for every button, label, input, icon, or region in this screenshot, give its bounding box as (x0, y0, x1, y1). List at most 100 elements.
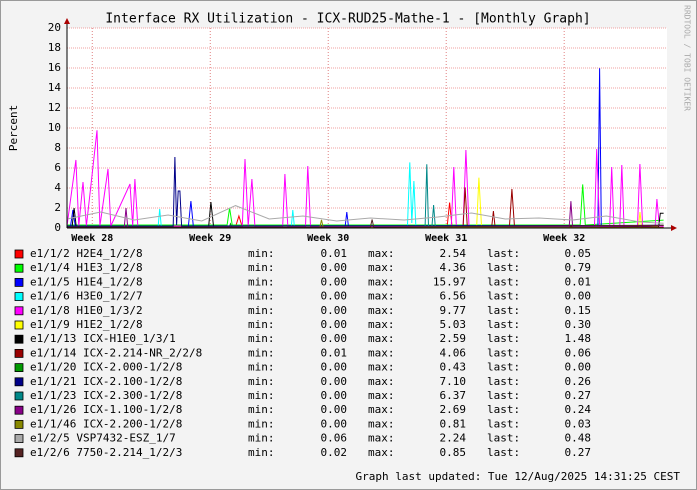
legend-stat-value: 0.48 (565, 432, 592, 445)
legend-stat-value: 4.06 (440, 346, 467, 359)
legend-label: e1/1/20 ICX-2.000-1/2/8 (30, 361, 182, 374)
legend-stat-value: 0.00 (321, 304, 348, 317)
legend-stat-value: 2.54 (440, 247, 467, 260)
legend-label: e1/1/21 ICX-2.100-1/2/8 (30, 375, 182, 388)
legend-stat-value: 0.24 (565, 403, 592, 416)
legend-label: e1/1/6 H3E0_1/2/7 (30, 290, 143, 303)
legend-stat-label: max: (368, 417, 395, 430)
legend-stat-value: 9.77 (440, 304, 467, 317)
legend-stat-label: min: (248, 275, 275, 288)
legend-stat-value: 0.05 (565, 247, 592, 260)
legend-swatch (14, 448, 24, 458)
legend-stat-label: last: (487, 417, 520, 430)
chart-title: Interface RX Utilization - ICX-RUD25-Mat… (105, 12, 590, 27)
legend-stat-label: last: (487, 389, 520, 402)
legend-stat-label: min: (248, 361, 275, 374)
legend-swatch (14, 292, 24, 302)
y-tick-label: 0 (54, 221, 61, 234)
legend-label: e1/1/9 H1E2_1/2/8 (30, 318, 143, 331)
legend-swatch (14, 377, 24, 387)
legend-stat-value: 0.27 (565, 446, 592, 459)
legend-stat-value: 4.36 (440, 261, 467, 274)
y-tick-label: 20 (48, 21, 61, 34)
legend-stat-label: max: (368, 446, 395, 459)
legend-stat-label: min: (248, 403, 275, 416)
legend-stat-label: max: (368, 346, 395, 359)
legend-stat-value: 2.69 (440, 403, 467, 416)
legend-label: e1/2/5 VSP7432-ESZ_1/7 (30, 432, 176, 445)
legend-stat-label: last: (487, 432, 520, 445)
legend-stat-value: 0.00 (321, 389, 348, 402)
legend-stat-value: 0.00 (321, 318, 348, 331)
legend-stat-label: max: (368, 318, 395, 331)
legend-stat-value: 0.06 (565, 346, 592, 359)
y-tick-label: 10 (48, 121, 61, 134)
x-tick-label: Week 28 (71, 233, 113, 244)
legend-label: e1/2/6 7750-2.214_1/2/3 (30, 446, 182, 459)
footer: Graph last updated: Tue 12/Aug/2025 14:3… (355, 470, 680, 483)
axis-arrow (671, 225, 677, 231)
legend-stat-label: min: (248, 261, 275, 274)
legend-stat-value: 0.01 (321, 346, 348, 359)
legend-stat-value: 0.30 (565, 318, 592, 331)
legend-stat-label: last: (487, 446, 520, 459)
legend-stat-value: 0.00 (321, 375, 348, 388)
legend-stat-value: 15.97 (433, 275, 466, 288)
legend-stat-label: min: (248, 318, 275, 331)
legend-swatch (14, 419, 24, 429)
legend-label: e1/1/5 H1E4_1/2/8 (30, 275, 143, 288)
legend-swatch (14, 348, 24, 358)
legend-label: e1/1/46 ICX-2.200-1/2/8 (30, 417, 182, 430)
legend-stat-value: 5.03 (440, 318, 467, 331)
legend-stat-label: last: (487, 261, 520, 274)
legend-stat-label: max: (368, 403, 395, 416)
legend-stat-value: 0.00 (321, 417, 348, 430)
legend-stat-label: min: (248, 432, 275, 445)
y-tick-label: 16 (48, 61, 61, 74)
legend-swatch (14, 405, 24, 415)
y-tick-label: 14 (48, 81, 62, 94)
legend-stat-value: 6.37 (440, 389, 467, 402)
legend-stat-label: last: (487, 275, 520, 288)
legend-swatch (14, 391, 24, 401)
legend-stat-label: last: (487, 304, 520, 317)
legend-label: e1/1/8 H1E0_1/3/2 (30, 304, 143, 317)
legend-swatch (14, 434, 24, 444)
series-line (66, 130, 664, 227)
legend-stat-value: 0.15 (565, 304, 592, 317)
legend-label: e1/1/23 ICX-2.300-1/2/8 (30, 389, 182, 402)
legend-stat-value: 0.00 (321, 403, 348, 416)
legend-stat-label: min: (248, 375, 275, 388)
legend-label: e1/1/4 H1E3_1/2/8 (30, 261, 143, 274)
series-line (67, 219, 664, 228)
legend-stat-value: 0.00 (565, 290, 592, 303)
axis-arrow (64, 18, 70, 24)
legend-stat-label: last: (487, 290, 520, 303)
legend-stat-value: 7.10 (440, 375, 467, 388)
legend-stat-label: last: (487, 332, 520, 345)
legend-stat-label: last: (487, 346, 520, 359)
legend-swatch (14, 363, 24, 373)
legend-stat-label: min: (248, 389, 275, 402)
legend-stat-label: min: (248, 417, 275, 430)
legend-stat-label: max: (368, 247, 395, 260)
legend-label: e1/1/26 ICX-1.100-1/2/8 (30, 403, 182, 416)
legend-stat-value: 0.01 (321, 247, 348, 260)
legend-stat-value: 0.06 (321, 432, 348, 445)
legend-stat-value: 0.26 (565, 375, 592, 388)
series-line (67, 156, 664, 227)
legend-stat-value: 6.56 (440, 290, 467, 303)
legend-stat-label: max: (368, 332, 395, 345)
legend-stat-label: min: (248, 247, 275, 260)
y-tick-label: 18 (48, 41, 61, 54)
legend-stat-value: 0.43 (440, 361, 467, 374)
legend-stat-value: 0.00 (565, 361, 592, 374)
y-tick-label: 6 (54, 161, 61, 174)
legend-label: e1/1/14 ICX-2.214-NR_2/2/8 (30, 346, 202, 359)
x-tick-label: Week 31 (425, 233, 467, 244)
legend-swatch (14, 277, 24, 287)
legend-stat-value: 2.59 (440, 332, 467, 345)
y-axis-label: Percent (7, 105, 20, 151)
